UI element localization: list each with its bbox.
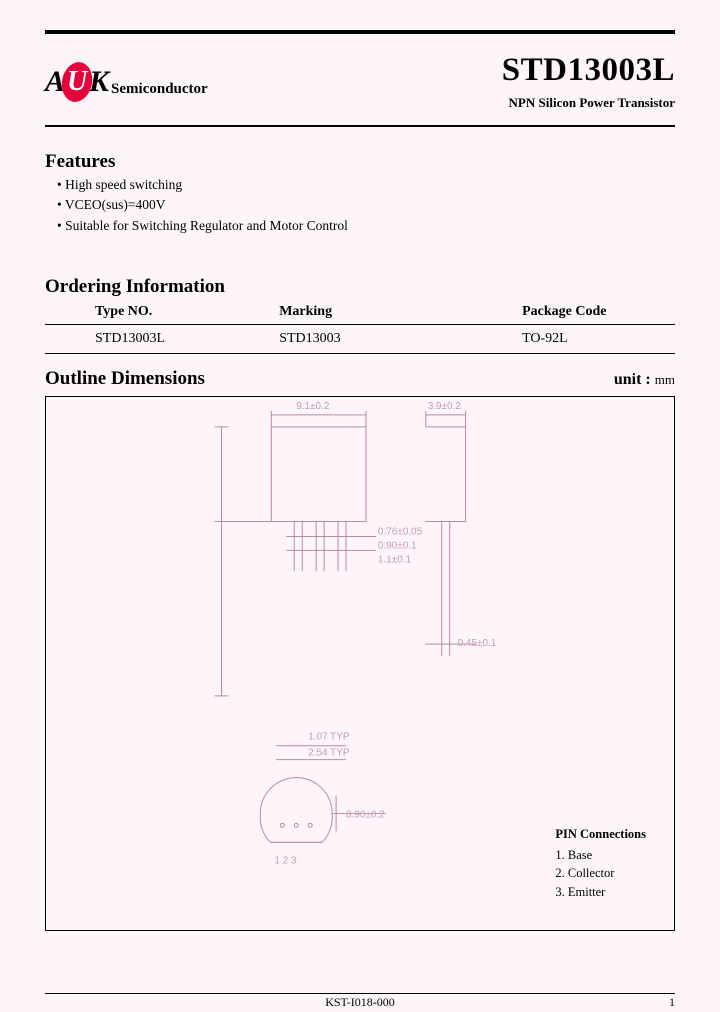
dim-text: 3.9±0.2 [428, 401, 462, 412]
features-list: High speed switching VCEO(sus)=400V Suit… [45, 175, 675, 236]
table-rule [45, 353, 675, 354]
unit-word: unit : [614, 371, 651, 388]
dim-text: 1 2 3 [274, 855, 297, 866]
logo-word: Semiconductor [111, 81, 208, 98]
dim-text: 0.76±0.05 [378, 526, 423, 537]
pin-item: 3. Emitter [555, 883, 646, 902]
table-row: STD13003L STD13003 TO-92L [45, 325, 675, 353]
dim-text: 8.90±0.2 [346, 809, 385, 820]
feature-item: High speed switching [57, 175, 675, 195]
features-heading: Features [45, 151, 675, 173]
outline-heading: Outline Dimensions [45, 368, 205, 390]
dim-text: 1.1±0.1 [378, 554, 412, 565]
dim-text: 0.45±0.1 [458, 638, 497, 649]
unit-value: mm [655, 372, 675, 387]
doc-code: KST-I018-000 [325, 995, 395, 1010]
feature-item: Suitable for Switching Regulator and Mot… [57, 216, 675, 236]
table-cell: STD13003L [45, 325, 259, 353]
pin-item: 2. Collector [555, 864, 646, 883]
pins-title: PIN Connections [555, 825, 646, 844]
part-number: STD13003L [502, 52, 675, 89]
part-subtitle: NPN Silicon Power Transistor [502, 95, 675, 111]
table-cell: STD13003 [259, 325, 467, 353]
logo-letter-u: U [67, 65, 87, 97]
dim-text: 9.1±0.2 [296, 401, 330, 412]
unit-label: unit : mm [614, 371, 675, 389]
col-header: Package Code [467, 302, 675, 324]
table-header-row: Type NO. Marking Package Code [45, 302, 675, 324]
dim-text: 0.90±0.1 [378, 540, 417, 551]
ordering-heading: Ordering Information [45, 276, 675, 298]
ordering-table: Type NO. Marking Package Code STD13003L … [45, 302, 675, 354]
dim-text: 2.54 TYP [308, 747, 350, 758]
outline-drawing-box: 9.1±0.2 3.9±0.2 0.76±0.05 0.90±0.1 1.1±0… [45, 396, 675, 931]
col-header: Marking [259, 302, 467, 324]
pin-item: 1. Base [555, 846, 646, 865]
page-number: 1 [669, 995, 675, 1010]
header: A U K Semiconductor STD13003L NPN Silico… [45, 34, 675, 125]
dim-text: 1.07 TYP [308, 731, 350, 742]
table-rule-row [45, 353, 675, 354]
pin-connections: PIN Connections 1. Base 2. Collector 3. … [555, 825, 646, 902]
outline-heading-row: Outline Dimensions unit : mm [45, 368, 675, 390]
col-header: Type NO. [45, 302, 259, 324]
header-bottom-rule [45, 125, 675, 127]
company-logo: A U K Semiconductor [45, 62, 208, 102]
title-block: STD13003L NPN Silicon Power Transistor [502, 52, 675, 111]
table-cell: TO-92L [467, 325, 675, 353]
feature-item: VCEO(sus)=400V [57, 195, 675, 215]
